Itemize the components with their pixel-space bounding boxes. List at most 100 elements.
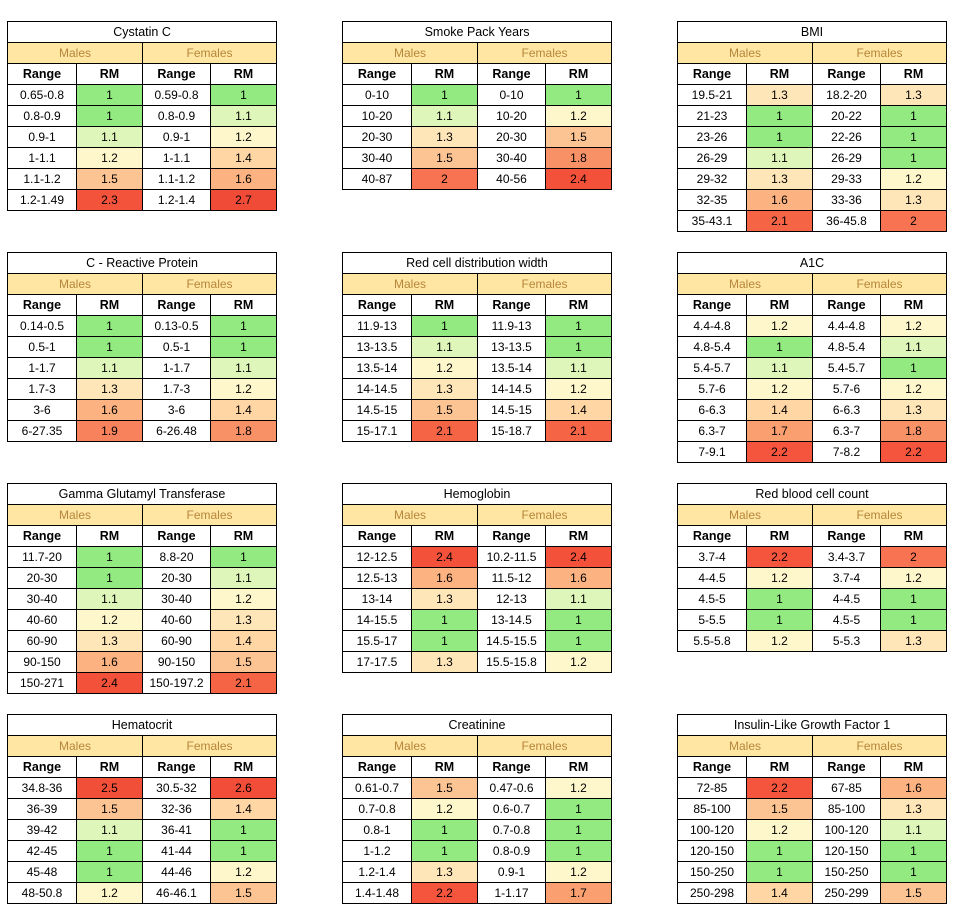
- rm-table: Creatinine Males Females Range RM Range RM 0.61…: [341, 714, 613, 904]
- range-cell: 0.8-0.9: [142, 105, 211, 127]
- table-row: 4-4.5 1.2 3.7-4 1.2: [677, 567, 948, 589]
- rm-value-cell: 1.5: [76, 798, 143, 820]
- rm-value-cell: 2.1: [746, 210, 813, 232]
- range-cell: 0.5-1: [7, 336, 77, 358]
- range-cell: 35-43.1: [677, 210, 747, 232]
- rm-value-cell: 1.4: [209, 399, 278, 421]
- table-row: 1-1.1 1.2 1-1.1 1.4: [7, 147, 278, 169]
- range-header: Range: [342, 63, 412, 85]
- rm-value-cell: 2.5: [76, 777, 143, 799]
- males-header: Males: [677, 273, 813, 295]
- range-cell: 4.5-5: [812, 609, 881, 631]
- range-cell: 19.5-21: [677, 84, 747, 106]
- rm-table: Gamma Glutamyl Transferase Males Females Ra…: [6, 483, 278, 694]
- rm-value-cell: 1.5: [209, 651, 278, 673]
- rm-value-cell: 1.3: [879, 189, 948, 211]
- range-cell: 150-250: [812, 861, 881, 883]
- range-cell: 90-150: [142, 651, 211, 673]
- table-row: 20-30 1.3 20-30 1.5: [342, 126, 613, 148]
- rm-value-cell: 1.2: [746, 630, 813, 652]
- rm-header: RM: [544, 756, 613, 778]
- rm-value-cell: 1: [544, 609, 613, 631]
- rm-value-cell: 2.4: [76, 672, 143, 694]
- range-cell: 6-6.3: [677, 399, 747, 421]
- rm-header: RM: [746, 63, 813, 85]
- range-cell: 85-100: [677, 798, 747, 820]
- rm-value-cell: 1.4: [210, 798, 277, 820]
- range-cell: 150-250: [677, 861, 747, 883]
- rm-value-cell: 1.5: [746, 798, 813, 820]
- range-cell: 1.2-1.49: [7, 189, 77, 211]
- rm-value-cell: 1.2: [76, 147, 143, 169]
- rm-value-cell: 1: [76, 105, 143, 127]
- range-header: Range: [477, 756, 546, 778]
- rm-value-cell: 2.2: [411, 882, 478, 904]
- range-cell: 4.5-5: [677, 588, 747, 610]
- females-header: Females: [141, 273, 278, 295]
- males-header: Males: [342, 504, 478, 526]
- range-cell: 0.7-0.8: [477, 819, 546, 841]
- range-cell: 4.8-5.4: [677, 336, 747, 358]
- range-cell: 17-17.5: [342, 651, 412, 673]
- rm-header: RM: [544, 525, 613, 547]
- rm-header: RM: [209, 294, 278, 316]
- table-row: 45-48 1 44-46 1.2: [7, 861, 277, 883]
- range-header: Range: [477, 525, 546, 547]
- range-cell: 0.59-0.8: [142, 84, 211, 106]
- range-cell: 120-150: [677, 840, 747, 862]
- range-cell: 0.6-0.7: [477, 798, 546, 820]
- table-title: Red cell distribution width: [342, 252, 612, 274]
- range-cell: 5-5.5: [677, 609, 747, 631]
- range-cell: 40-60: [142, 609, 211, 631]
- range-cell: 22-26: [812, 126, 881, 148]
- table-row: 1.2-1.4 1.3 0.9-1 1.2: [342, 861, 613, 883]
- females-header: Females: [141, 504, 278, 526]
- table-row: 150-250 1 150-250 1: [677, 861, 947, 883]
- rm-value-cell: 1.8: [209, 420, 278, 442]
- range-cell: 5.7-6: [812, 378, 881, 400]
- range-cell: 0-10: [342, 84, 412, 106]
- rm-value-cell: 1.3: [411, 378, 478, 400]
- rm-value-cell: 1.3: [879, 84, 948, 106]
- range-cell: 11.5-12: [477, 567, 546, 589]
- females-header: Females: [477, 273, 612, 295]
- range-cell: 40-56: [477, 168, 546, 190]
- rm-value-cell: 1.6: [544, 567, 613, 589]
- table-row: 40-87 2 40-56 2.4: [342, 168, 613, 190]
- range-cell: 5.7-6: [677, 378, 747, 400]
- rm-value-cell: 2.1: [545, 420, 612, 442]
- range-cell: 7-9.1: [677, 441, 747, 463]
- rm-value-cell: 1.8: [879, 420, 948, 442]
- range-cell: 15.5-17: [342, 630, 412, 652]
- table-row: 3-6 1.6 3-6 1.4: [7, 399, 278, 421]
- table-title: Insulin-Like Growth Factor 1: [677, 714, 947, 736]
- range-cell: 14.5-15.5: [477, 630, 546, 652]
- range-cell: 14-14.5: [477, 378, 546, 400]
- range-header: Range: [677, 525, 747, 547]
- range-cell: 100-120: [812, 819, 881, 841]
- rm-value-cell: 1.7: [544, 882, 613, 904]
- rm-header: RM: [879, 525, 948, 547]
- table-row: 250-298 1.4 250-299 1.5: [677, 882, 947, 904]
- range-cell: 26-29: [677, 147, 747, 169]
- rm-value-cell: 1.2: [879, 315, 948, 337]
- rm-value-cell: 1: [210, 819, 277, 841]
- rm-value-cell: 1: [76, 840, 143, 862]
- range-header: Range: [477, 63, 546, 85]
- rm-value-cell: 1: [411, 840, 478, 862]
- range-cell: 85-100: [812, 798, 881, 820]
- rm-header: RM: [880, 756, 947, 778]
- rm-header: RM: [76, 756, 143, 778]
- rm-value-cell: 1.2: [879, 168, 948, 190]
- range-cell: 13-13.5: [477, 336, 546, 358]
- rm-value-cell: 1: [880, 861, 947, 883]
- rm-value-cell: 1.1: [746, 147, 813, 169]
- table-row: 13-13.5 1.1 13-13.5 1: [342, 336, 612, 358]
- males-header: Males: [342, 273, 478, 295]
- rm-value-cell: 1: [545, 315, 612, 337]
- table-title: Red blood cell count: [676, 483, 948, 505]
- table-row: 3.7-4 2.2 3.4-3.7 2: [677, 546, 948, 568]
- range-cell: 1.1-1.2: [142, 168, 211, 190]
- range-cell: 45-48: [7, 861, 77, 883]
- range-cell: 0.9-1: [142, 126, 211, 148]
